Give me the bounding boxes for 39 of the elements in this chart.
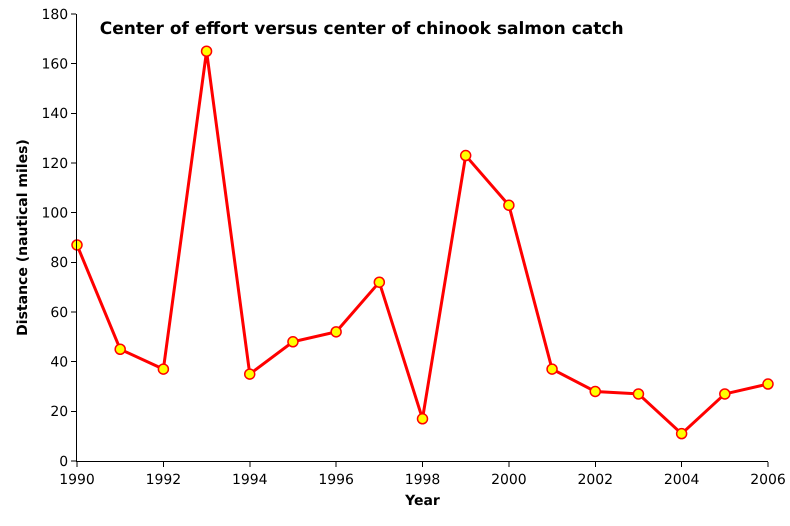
point bbox=[158, 363, 170, 375]
x-tick-label: 2002 bbox=[577, 472, 614, 488]
point bbox=[632, 388, 644, 400]
x-axis-title: Year bbox=[404, 493, 440, 510]
y-tick-label: 120 bbox=[41, 156, 68, 172]
x-tick-label: 2006 bbox=[750, 472, 786, 488]
y-tick-label: 40 bbox=[50, 354, 68, 371]
point bbox=[590, 386, 601, 398]
point bbox=[546, 363, 558, 375]
point bbox=[503, 199, 515, 211]
point bbox=[460, 150, 472, 162]
x-tick-label: 2004 bbox=[664, 472, 700, 488]
x-tick-label: 1994 bbox=[232, 472, 268, 488]
x-tick-label: 1996 bbox=[318, 472, 354, 488]
point bbox=[71, 239, 83, 251]
chart-title: Center of effort versus center of chinook salmon catch bbox=[100, 18, 624, 39]
y-tick-label: 100 bbox=[41, 206, 68, 222]
point bbox=[374, 276, 386, 288]
point bbox=[719, 388, 731, 400]
y-tick-label: 140 bbox=[41, 106, 68, 122]
point bbox=[114, 344, 126, 355]
x-tick-label: 1998 bbox=[404, 472, 440, 488]
y-tick-label: 20 bbox=[50, 404, 68, 420]
y-tick-label: 0 bbox=[59, 454, 68, 470]
x-tick-label: 2000 bbox=[491, 472, 527, 488]
point bbox=[762, 378, 774, 390]
point bbox=[330, 326, 342, 338]
point bbox=[416, 413, 428, 425]
y-tick-label: 80 bbox=[50, 255, 68, 272]
x-tick-label: 1990 bbox=[59, 472, 95, 488]
x-tick-label: 1992 bbox=[146, 472, 182, 488]
y-tick-label: 160 bbox=[41, 56, 68, 73]
y-tick-label: 180 bbox=[41, 6, 68, 23]
point bbox=[200, 46, 212, 57]
y-axis-title: Distance (nautical miles) bbox=[15, 139, 32, 336]
point bbox=[287, 336, 299, 348]
point bbox=[244, 368, 256, 380]
y-tick-label: 60 bbox=[50, 304, 68, 321]
point bbox=[676, 428, 688, 440]
